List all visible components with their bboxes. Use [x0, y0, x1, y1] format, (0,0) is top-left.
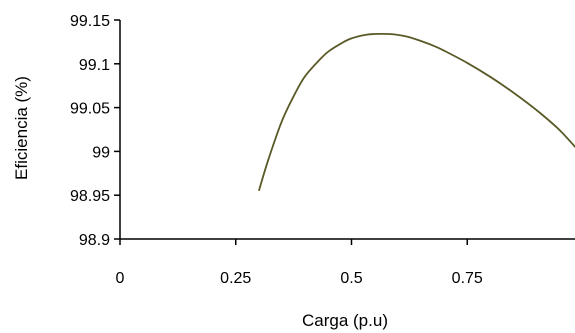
x-tick-label: 0.75 [452, 270, 483, 287]
y-tick-label: 99.05 [70, 101, 110, 118]
plot-area [258, 33, 575, 192]
y-tick-label: 99.15 [70, 13, 110, 30]
x-tick-label: 0.25 [220, 270, 251, 287]
x-axis: 00.250.50.751 [116, 238, 575, 287]
x-axis-title: Carga (p.u) [302, 311, 388, 330]
y-tick-label: 98.95 [70, 188, 110, 205]
y-axis: 98.9 98.95 99 99.05 99.1 99.15 [70, 13, 121, 249]
efficiency-curve [258, 33, 575, 192]
y-axis-title: Eficiencia (%) [12, 76, 31, 180]
y-tick-label: 99.1 [79, 57, 110, 74]
x-tick-label: 0 [116, 270, 125, 287]
y-tick-label: 98.9 [79, 232, 110, 249]
x-tick-label: 0.5 [340, 270, 362, 287]
y-tick-label: 99 [92, 144, 110, 161]
